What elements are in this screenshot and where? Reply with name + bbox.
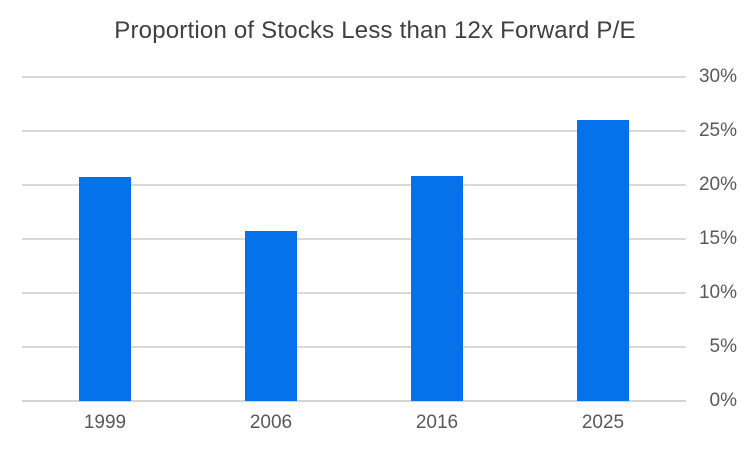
bar-1999 <box>79 177 131 401</box>
y-tick-label: 0% <box>709 390 737 411</box>
x-tick-label: 1999 <box>83 412 127 433</box>
chart-title: Proportion of Stocks Less than 12x Forwa… <box>114 17 636 44</box>
y-tick-label: 20% <box>698 174 737 195</box>
x-tick-label: 2006 <box>249 412 293 433</box>
y-tick-label: 5% <box>709 336 737 357</box>
bar-2025 <box>577 120 629 401</box>
bar-2016 <box>411 176 463 401</box>
bar-2006 <box>245 231 297 401</box>
x-tick-label: 2016 <box>415 412 459 433</box>
x-tick-label: 2025 <box>581 412 625 433</box>
y-tick-label: 25% <box>698 120 737 141</box>
gridline <box>22 76 686 78</box>
y-tick-label: 15% <box>698 228 737 249</box>
y-tick-label: 30% <box>698 66 737 87</box>
y-tick-label: 10% <box>698 282 737 303</box>
